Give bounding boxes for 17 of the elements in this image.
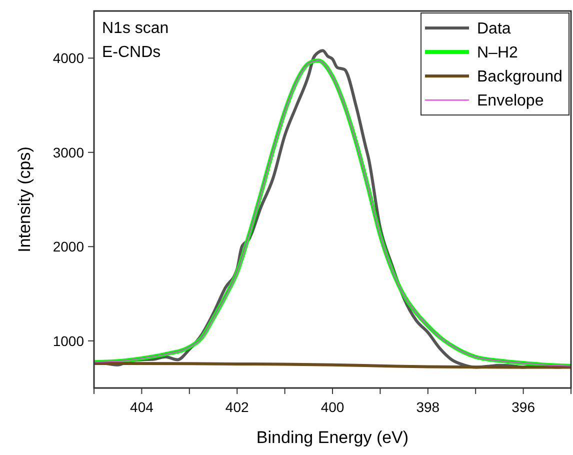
x-tick-label: 402 xyxy=(225,399,249,415)
annotation: N1s scan xyxy=(102,20,169,37)
y-tick-label: 3000 xyxy=(52,144,84,160)
x-tick-label: 400 xyxy=(320,399,344,415)
x-tick-label: 398 xyxy=(416,399,440,415)
legend-label: Background xyxy=(477,68,562,86)
x-tick-label: 396 xyxy=(512,399,536,415)
x-tick-label: 404 xyxy=(130,399,154,415)
x-axis-title: Binding Energy (eV) xyxy=(256,428,409,447)
annotation: E-CNDs xyxy=(102,44,161,61)
y-axis-title: Intensity (cps) xyxy=(15,146,34,252)
legend-label: N–H2 xyxy=(477,44,518,62)
legend-label: Envelope xyxy=(477,92,544,110)
y-tick-label: 1000 xyxy=(52,332,84,349)
y-tick-label: 4000 xyxy=(52,50,84,66)
legend-label: Data xyxy=(477,20,511,38)
y-tick-label: 2000 xyxy=(52,238,84,255)
